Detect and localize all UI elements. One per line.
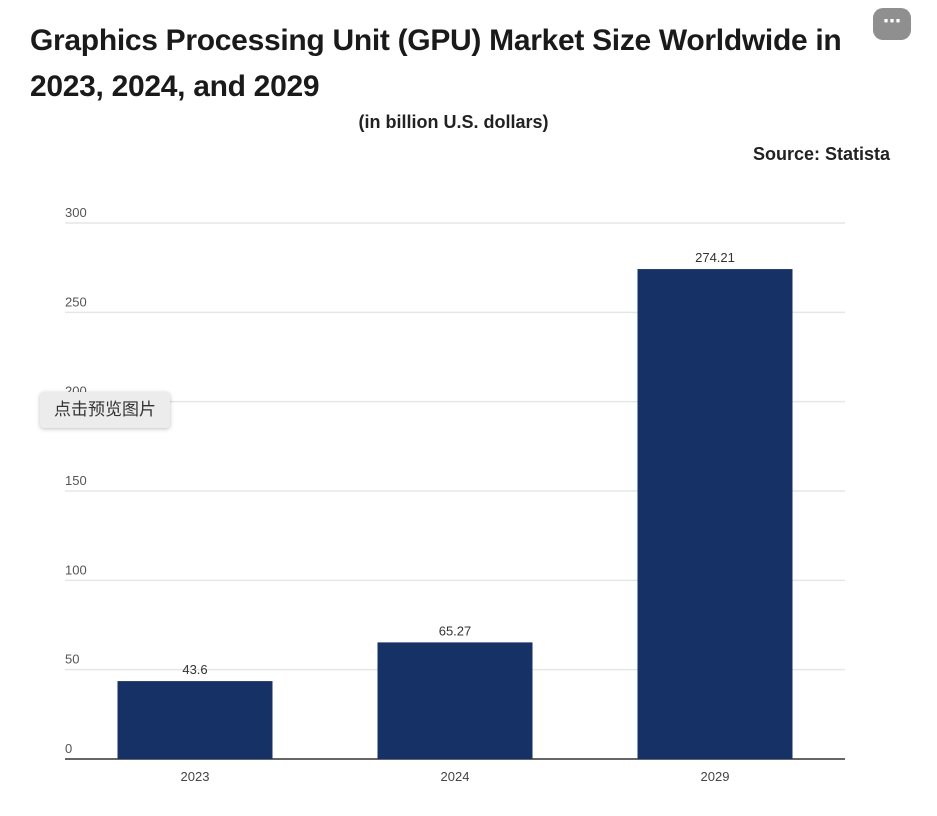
- y-tick-label: 300: [65, 205, 87, 220]
- more-options-icon[interactable]: ⋯: [873, 8, 911, 40]
- bar: [117, 681, 273, 759]
- bar-value-label: 43.6: [182, 662, 207, 677]
- x-tick-label: 2024: [441, 769, 470, 784]
- y-tick-label: 50: [65, 652, 79, 667]
- y-tick-label: 0: [65, 741, 72, 756]
- x-tick-label: 2029: [701, 769, 730, 784]
- chart-title: Graphics Processing Unit (GPU) Market Si…: [30, 24, 842, 103]
- bar: [377, 642, 533, 759]
- y-tick-label: 100: [65, 562, 87, 577]
- bar-value-label: 274.21: [695, 250, 735, 265]
- chart-subtitle: (in billion U.S. dollars): [358, 112, 549, 132]
- preview-image-button[interactable]: 点击预览图片: [40, 392, 170, 428]
- chart-source: Source: Statista: [752, 144, 890, 164]
- bar-value-label: 65.27: [439, 623, 472, 638]
- x-tick-label: 2023: [181, 769, 210, 784]
- y-tick-label: 150: [65, 473, 87, 488]
- y-tick-label: 250: [65, 294, 87, 309]
- bar: [637, 269, 793, 759]
